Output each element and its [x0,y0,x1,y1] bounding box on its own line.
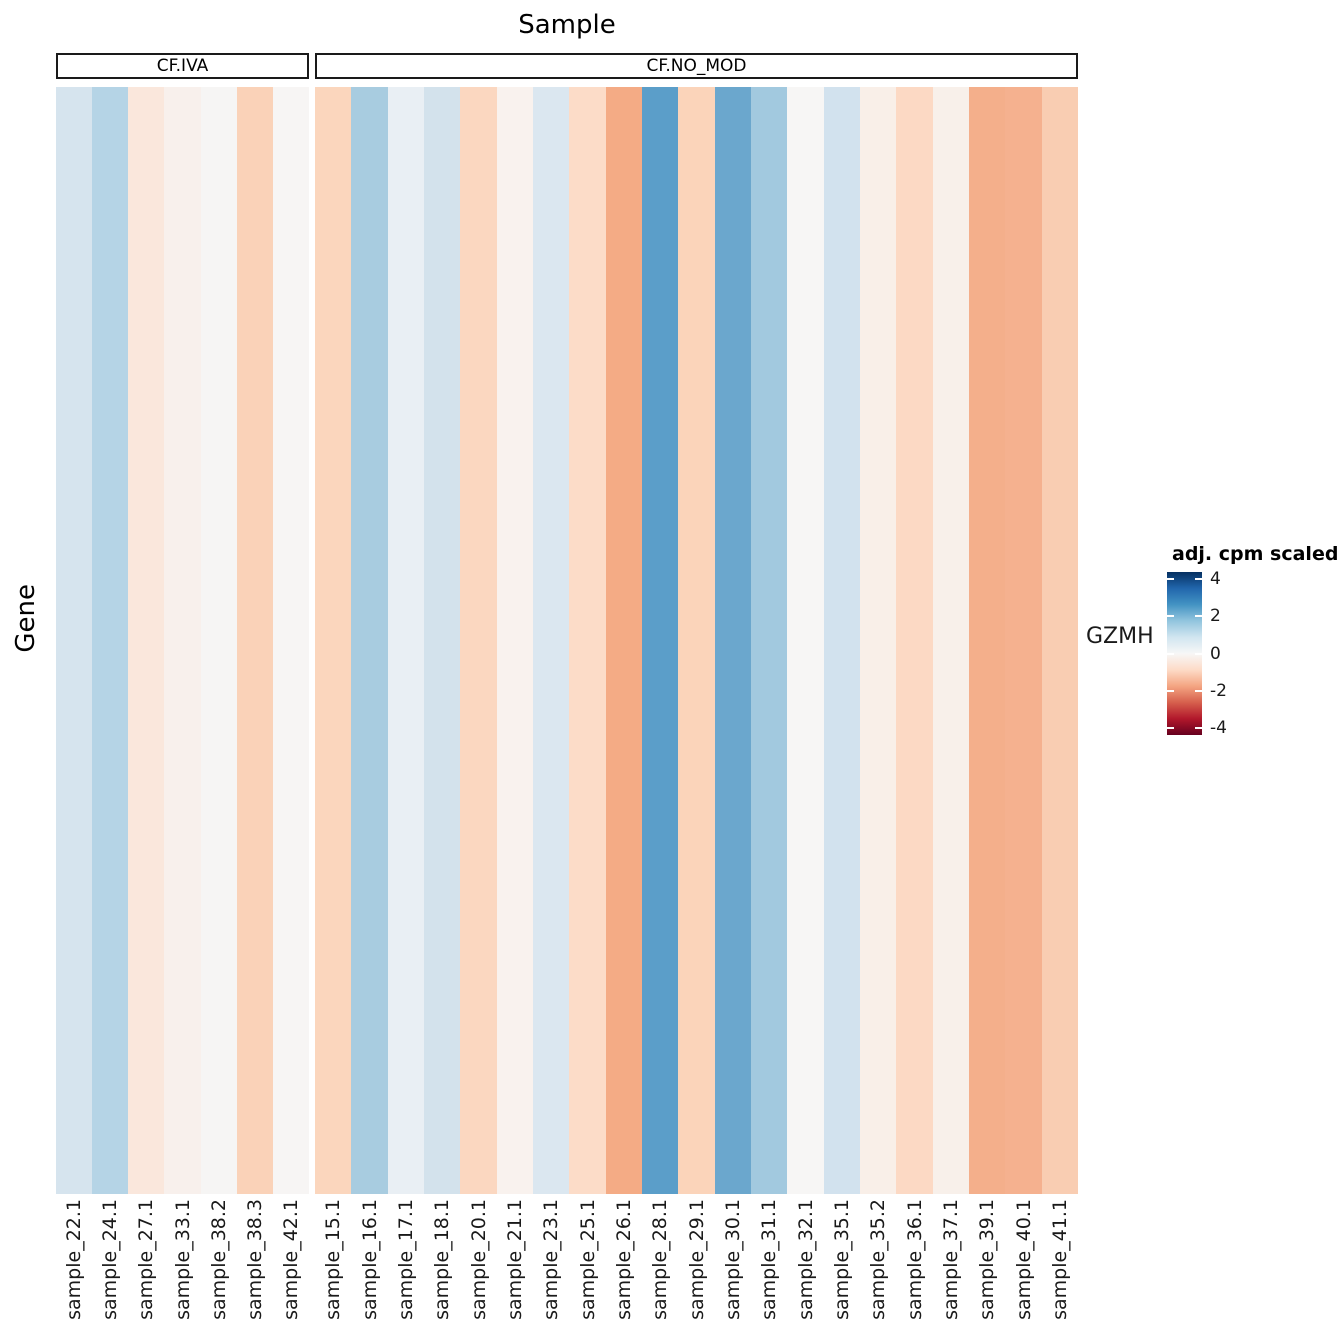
heatmap-cell [641,87,679,1194]
heatmap-cell [678,87,715,1194]
legend-tick-label: 4 [1210,568,1221,589]
legend-tick-dash [1195,727,1202,730]
x-tick-label: sample_38.2 [207,1199,230,1320]
heatmap-cell [272,87,309,1194]
x-tick-label: sample_17.1 [394,1199,417,1320]
x-tick-label: sample_27.1 [135,1199,158,1320]
heatmap-cell [200,87,237,1194]
heatmap-cell [315,87,352,1194]
x-tick-label: sample_41.1 [1048,1199,1071,1320]
legend-tick-dash [1167,615,1174,618]
x-tick-label: sample_28.1 [649,1199,672,1320]
x-tick-label: sample_23.1 [540,1199,563,1320]
legend-tick-label: 2 [1210,606,1221,627]
legend-tick-dash [1167,652,1174,655]
heatmap-group-cf-iva [56,87,309,1194]
plot-title: Sample [518,10,616,40]
heatmap-cell [351,87,388,1194]
heatmap-cell [750,87,788,1194]
x-tick-label: sample_18.1 [431,1199,454,1320]
x-tick-label: sample_33.1 [171,1199,194,1320]
x-tick-label: sample_32.1 [794,1199,817,1320]
y-axis-title: Gene [11,584,41,653]
heatmap-cell [387,87,424,1194]
heatmap-cell [859,87,897,1194]
x-tick-label: sample_26.1 [612,1199,635,1320]
heatmap-cell [968,87,1006,1194]
heatmap-cell [569,87,606,1194]
heatmap-cell [714,87,751,1194]
x-tick-label: sample_29.1 [685,1199,708,1320]
x-tick-label: sample_24.1 [99,1199,122,1320]
legend-title: adj. cpm scaled [1172,543,1339,565]
heatmap-group-cf-no-mod [315,87,1078,1194]
heatmap-cell [787,87,824,1194]
heatmap-cell [164,87,201,1194]
legend-tick-dash [1195,615,1202,618]
x-tick-label: sample_25.1 [576,1199,599,1320]
x-tick-label: sample_30.1 [721,1199,744,1320]
facet-strip-cf-no-mod: CF.NO_MOD [315,53,1078,79]
facet-strip-cf-iva: CF.IVA [56,53,309,79]
legend-tick-label: -4 [1210,718,1227,739]
facet-label: CF.IVA [156,56,209,76]
legend-tick-dash [1195,652,1202,655]
legend-tick-dash [1195,689,1202,692]
x-tick-label: sample_22.1 [63,1199,86,1320]
legend-tick-dash [1167,577,1174,580]
legend-tick-label: 0 [1210,643,1221,664]
heatmap-cell [460,87,497,1194]
x-tick-label: sample_35.1 [830,1199,853,1320]
heatmap-cell [236,87,273,1194]
x-tick-label: sample_39.1 [976,1199,999,1320]
x-tick-label: sample_42.1 [279,1199,302,1320]
x-tick-label: sample_21.1 [503,1199,526,1320]
heatmap-cell [896,87,933,1194]
legend-tick-dash [1195,577,1202,580]
heatmap-cell [128,87,165,1194]
legend-tick-label: -2 [1210,680,1227,701]
heatmap-cell [823,87,860,1194]
x-tick-label: sample_20.1 [467,1199,490,1320]
x-tick-label: sample_40.1 [1012,1199,1035,1320]
legend-tick-dash [1167,689,1174,692]
x-tick-label: sample_16.1 [358,1199,381,1320]
x-tick-label: sample_38.3 [243,1199,266,1320]
x-tick-label: sample_37.1 [939,1199,962,1320]
heatmap-cell [932,87,969,1194]
heatmap-cell [1005,87,1042,1194]
legend-tick-dash [1167,727,1174,730]
heatmap-cell [92,87,129,1194]
x-tick-label: sample_31.1 [758,1199,781,1320]
facet-label: CF.NO_MOD [646,56,747,76]
heatmap-cell [496,87,533,1194]
heatmap-cell [532,87,570,1194]
heatmap-cell [605,87,642,1194]
x-tick-label: sample_15.1 [322,1199,345,1320]
x-tick-label: sample_35.2 [867,1199,890,1320]
x-tick-label: sample_36.1 [903,1199,926,1320]
heatmap-cell [1041,87,1078,1194]
row-label-gzmh: GZMH [1086,624,1154,649]
heatmap-cell [56,87,93,1194]
heatmap-cell [423,87,461,1194]
